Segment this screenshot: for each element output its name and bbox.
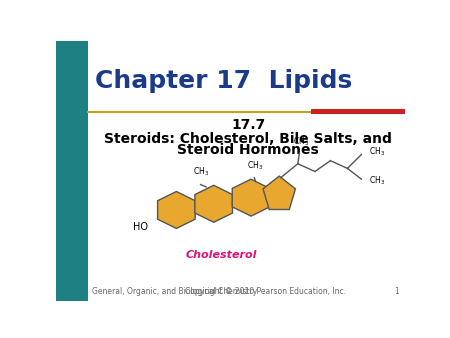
Bar: [311, 109, 405, 115]
Text: CH$_3$: CH$_3$: [369, 174, 385, 187]
Text: General, Organic, and Biological Chemistry: General, Organic, and Biological Chemist…: [91, 287, 257, 296]
Text: Steroid Hormones: Steroid Hormones: [177, 143, 319, 157]
Text: 17.7: 17.7: [231, 118, 265, 132]
Polygon shape: [263, 176, 296, 210]
Polygon shape: [158, 192, 195, 228]
Bar: [56, 41, 88, 301]
Text: CH$_3$: CH$_3$: [247, 160, 263, 172]
Text: Cholesterol: Cholesterol: [186, 250, 257, 260]
Text: HO: HO: [134, 222, 149, 232]
Text: CH$_3$: CH$_3$: [369, 145, 385, 158]
Polygon shape: [232, 179, 270, 216]
Text: Copyright © 2010 Pearson Education, Inc.: Copyright © 2010 Pearson Education, Inc.: [185, 287, 346, 296]
Text: CH$_3$: CH$_3$: [293, 136, 309, 148]
Text: CH$_3$: CH$_3$: [193, 166, 209, 178]
Text: Chapter 17  Lipids: Chapter 17 Lipids: [95, 69, 353, 93]
Polygon shape: [195, 185, 233, 222]
Text: Steroids: Cholesterol, Bile Salts, and: Steroids: Cholesterol, Bile Salts, and: [104, 132, 392, 146]
Text: 1: 1: [394, 287, 399, 296]
